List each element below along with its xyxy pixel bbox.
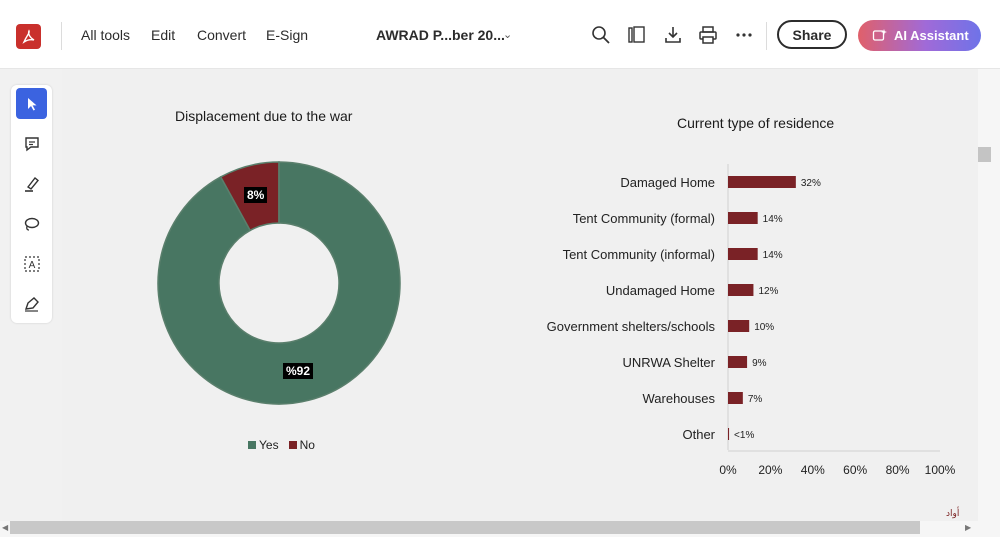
ai-sparkle-icon [872,28,887,41]
sign-tool[interactable] [16,288,47,319]
legend-label-no: No [299,438,315,452]
menu-convert[interactable]: Convert [197,27,247,43]
menu-all-tools[interactable]: All tools [81,27,131,43]
divider [766,22,767,50]
legend-item-yes: Yes [248,438,279,452]
svg-text:A: A [28,260,35,271]
text-select-icon: A [23,255,40,272]
sign-icon [24,296,39,312]
download-icon[interactable] [663,25,683,45]
lasso-tool[interactable] [16,208,47,239]
pages-icon[interactable] [627,25,647,45]
comment-icon [24,136,39,151]
document-title[interactable]: AWRAD P...ber 20... [376,27,505,43]
horizontal-scroll-thumb[interactable] [10,521,920,534]
share-label: Share [792,26,832,43]
menu-edit[interactable]: Edit [151,27,176,43]
ai-assistant-label: AI Assistant [894,28,969,43]
comment-tool[interactable] [16,128,47,159]
donut-legend: Yes No [248,438,315,452]
donut-chart-title: Displacement due to the war [175,108,353,124]
lasso-icon [24,217,39,231]
tool-rail: A [11,85,52,323]
legend-label-yes: Yes [259,438,279,452]
legend-item-no: No [288,438,315,452]
vertical-scrollbar[interactable] [978,69,1000,521]
bar-chart-title: Current type of residence [677,115,835,131]
acrobat-logo-icon[interactable] [16,24,41,49]
ai-assistant-button[interactable]: AI Assistant [858,20,981,51]
legend-swatch-no [288,441,297,449]
text-select-tool[interactable]: A [16,248,47,279]
highlight-tool[interactable] [16,168,47,199]
donut-label-no: 8% [244,187,268,203]
donut-label-yes: %92 [283,363,314,379]
select-icon [27,97,36,110]
share-button[interactable]: Share [777,20,847,49]
vertical-scroll-thumb[interactable] [978,147,991,162]
highlight-icon [24,176,39,192]
pdf-page [62,69,978,521]
top-toolbar: All tools Edit Convert E-Sign AWRAD P...… [0,0,1000,69]
scroll-left-icon[interactable]: ◀ [2,523,9,532]
select-tool[interactable] [16,88,47,119]
chevron-down-icon[interactable]: ⌄ [503,29,513,41]
divider [61,22,62,50]
horizontal-scrollbar[interactable]: ◀ ▶ [0,521,1000,537]
scroll-right-icon[interactable]: ▶ [965,523,972,532]
print-icon[interactable] [698,25,718,45]
menu-e-sign[interactable]: E-Sign [266,27,309,43]
legend-swatch-yes [248,441,256,449]
search-icon[interactable] [591,25,611,45]
more-icon[interactable] [734,25,754,45]
watermark-logo: ﺃﻭﺍﺩ [946,509,960,519]
